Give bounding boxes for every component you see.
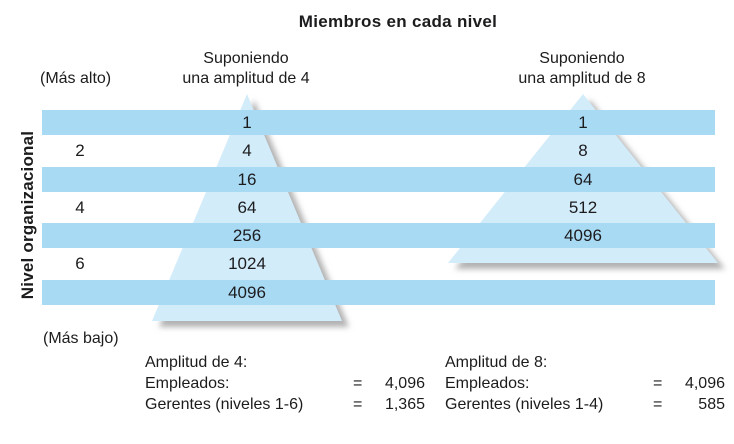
span8-level1-value: 1 — [578, 113, 588, 132]
y-axis-label: Nivel organizacional — [18, 130, 37, 300]
summary-span-4-managers-row: Gerentes (niveles 1-6) = 1,365 — [145, 394, 425, 415]
span8-level5-value: 4096 — [564, 226, 602, 245]
summary-span-8: Amplitud de 8: Empleados: = 4,096 Gerent… — [445, 352, 725, 415]
level-tick-4: 4 — [75, 198, 85, 217]
right-pyramid-header-line2: una amplitud de 8 — [518, 70, 646, 87]
employees-label: Empleados: — [145, 375, 230, 392]
span4-level7-value: 4096 — [228, 283, 266, 302]
figure-title: Miembros en cada nivel — [298, 12, 498, 31]
lowest-level-label: (Más bajo) — [43, 330, 119, 347]
employees-count: 4,096 — [684, 375, 725, 392]
level-band-3 — [42, 167, 715, 192]
level-tick-6: 6 — [75, 254, 85, 273]
left-pyramid-header: Suponiendo una amplitud de 4 — [136, 49, 356, 89]
summary-span-4-title: Amplitud de 4: — [145, 354, 248, 371]
employees-count: 4,096 — [384, 375, 425, 392]
right-pyramid-header: Suponiendo una amplitud de 8 — [472, 49, 692, 89]
left-pyramid-header-line2: una amplitud de 4 — [182, 70, 310, 87]
left-pyramid-header-line1: Suponiendo — [203, 50, 289, 67]
summary-span-8-managers-row: Gerentes (niveles 1-4) = 585 — [445, 394, 725, 415]
managers-label: Gerentes (niveles 1-4) — [445, 396, 604, 413]
level-band-1 — [42, 110, 715, 135]
managers-value: = 585 — [653, 394, 725, 415]
summary-span-4: Amplitud de 4: Empleados: = 4,096 Gerent… — [145, 352, 425, 415]
summary-span-4-employees-row: Empleados: = 4,096 — [145, 373, 425, 394]
equals-sign: = — [353, 396, 363, 413]
span8-level3-value: 64 — [573, 170, 593, 189]
managers-label: Gerentes (niveles 1-6) — [145, 396, 304, 413]
highest-level-label: (Más alto) — [40, 70, 112, 87]
managers-value: = 1,365 — [353, 394, 425, 415]
level-band-7 — [42, 280, 715, 305]
span8-level4-value: 512 — [568, 198, 598, 217]
equals-sign: = — [653, 396, 663, 413]
span4-level5-value: 256 — [232, 226, 262, 245]
span4-level4-value: 64 — [237, 198, 257, 217]
span8-level2-value: 8 — [578, 141, 588, 160]
employees-value: = 4,096 — [353, 373, 425, 394]
employees-value: = 4,096 — [653, 373, 725, 394]
right-pyramid-header-line1: Suponiendo — [539, 50, 625, 67]
equals-sign: = — [653, 375, 663, 392]
equals-sign: = — [353, 375, 363, 392]
span4-level2-value: 4 — [242, 141, 252, 160]
level-tick-2: 2 — [75, 141, 85, 160]
level-band-5 — [42, 223, 715, 248]
span4-level3-value: 16 — [237, 170, 257, 189]
managers-count: 585 — [698, 396, 725, 413]
summary-span-8-employees-row: Empleados: = 4,096 — [445, 373, 725, 394]
span4-level6-value: 1024 — [228, 254, 266, 273]
span4-level1-value: 1 — [242, 113, 252, 132]
managers-count: 1,365 — [384, 396, 425, 413]
employees-label: Empleados: — [445, 375, 530, 392]
summary-span-8-title: Amplitud de 8: — [445, 354, 548, 371]
